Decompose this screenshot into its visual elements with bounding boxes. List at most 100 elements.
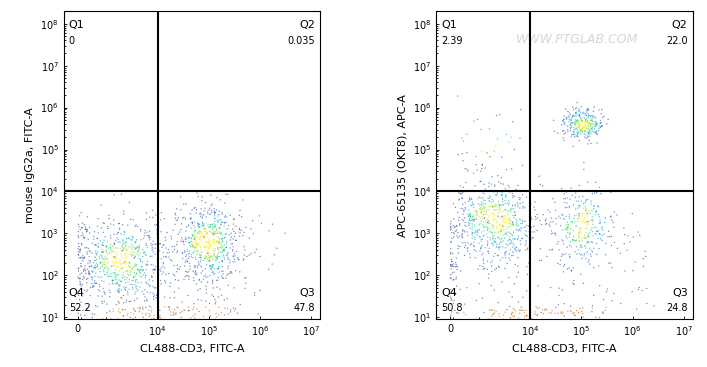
Point <box>188 236 199 242</box>
Point <box>594 184 605 190</box>
Point <box>271 245 283 251</box>
Point <box>591 208 602 214</box>
Point <box>136 264 147 269</box>
Point <box>563 214 575 219</box>
Point <box>213 240 224 246</box>
Point <box>540 218 551 224</box>
Point <box>141 280 153 286</box>
Point <box>514 216 525 222</box>
Point <box>477 214 488 219</box>
Point <box>132 249 144 255</box>
Point <box>196 252 207 258</box>
Point <box>209 266 221 272</box>
Point <box>580 124 591 130</box>
Point <box>74 279 86 284</box>
Point <box>596 225 607 231</box>
Point <box>171 206 182 212</box>
Point <box>472 167 483 173</box>
Point <box>582 106 593 112</box>
Point <box>135 270 146 276</box>
Point <box>592 235 604 241</box>
Point <box>580 208 592 214</box>
Point <box>593 263 604 269</box>
Point <box>504 189 515 195</box>
Point <box>141 267 152 273</box>
Point <box>448 216 460 222</box>
Point <box>118 245 129 251</box>
Point <box>156 256 167 262</box>
Point <box>110 281 122 287</box>
Point <box>81 276 93 282</box>
Point <box>122 310 134 316</box>
Point <box>580 123 591 128</box>
Point <box>194 236 205 242</box>
Point <box>464 214 476 220</box>
Point <box>561 115 572 121</box>
Point <box>448 201 459 207</box>
Point <box>569 121 580 127</box>
Point <box>89 264 100 270</box>
Point <box>123 273 134 279</box>
Point <box>576 117 588 123</box>
Point <box>563 224 574 230</box>
Point <box>222 192 233 197</box>
Point <box>117 313 129 319</box>
Point <box>238 229 250 235</box>
Point <box>452 152 464 158</box>
Point <box>568 237 580 243</box>
Point <box>108 254 119 259</box>
Point <box>585 130 597 136</box>
Point <box>215 217 226 222</box>
Point <box>217 258 228 264</box>
Point <box>82 260 93 266</box>
Point <box>208 247 219 253</box>
Point <box>508 206 519 212</box>
Point <box>598 297 609 302</box>
Point <box>489 192 501 198</box>
Point <box>95 261 106 266</box>
Point <box>131 270 142 276</box>
Point <box>146 246 158 251</box>
Point <box>584 218 595 224</box>
Point <box>98 261 109 267</box>
Point <box>571 212 583 218</box>
Point <box>127 234 139 240</box>
Point <box>207 285 218 291</box>
Point <box>578 123 590 129</box>
Point <box>119 240 131 246</box>
Point <box>489 229 500 235</box>
Point <box>482 226 493 232</box>
Point <box>478 201 489 207</box>
Point <box>463 222 474 228</box>
Point <box>450 228 461 234</box>
Point <box>489 310 500 316</box>
Point <box>144 214 156 220</box>
Point <box>114 282 125 288</box>
Point <box>450 264 462 269</box>
Point <box>489 239 501 245</box>
Point <box>191 236 202 241</box>
Point <box>204 242 215 248</box>
Point <box>582 141 593 147</box>
Point <box>621 247 633 253</box>
Point <box>177 250 188 255</box>
Point <box>169 243 180 249</box>
Point <box>100 255 112 261</box>
Point <box>180 236 192 242</box>
Point <box>154 315 165 320</box>
Point <box>522 246 533 252</box>
Point <box>493 229 504 235</box>
Point <box>499 236 510 241</box>
Point <box>563 204 575 210</box>
Point <box>487 241 498 247</box>
Point <box>503 208 514 214</box>
Point <box>185 211 196 217</box>
Point <box>482 248 493 254</box>
Point <box>446 230 457 236</box>
Point <box>562 308 573 314</box>
Point <box>87 284 98 290</box>
Point <box>526 215 537 221</box>
Point <box>239 286 250 291</box>
Point <box>578 205 589 211</box>
Point <box>250 290 261 296</box>
